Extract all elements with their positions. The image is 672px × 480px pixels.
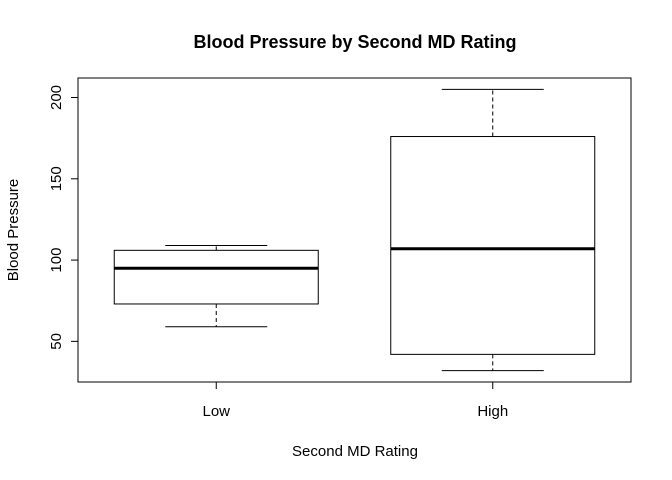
y-tick-label: 100 xyxy=(48,248,65,273)
y-tick-label: 200 xyxy=(48,85,65,110)
y-tick-label: 50 xyxy=(48,333,65,350)
box-low xyxy=(113,244,319,328)
x-axis-label: Second MD Rating xyxy=(292,443,418,460)
boxes xyxy=(113,88,596,372)
box-iqr xyxy=(390,136,596,355)
plot-frame xyxy=(77,77,632,383)
x-tick-label-low: Low xyxy=(202,403,230,420)
x-axis: Low High xyxy=(202,382,508,420)
box-iqr xyxy=(113,249,319,305)
x-tick-label-high: High xyxy=(477,403,508,420)
chart-title: Blood Pressure by Second MD Rating xyxy=(193,32,516,52)
y-axis-label: Blood Pressure xyxy=(5,179,22,282)
box-high xyxy=(390,88,596,372)
y-tick-label: 150 xyxy=(48,166,65,191)
y-axis: 50 100 150 200 xyxy=(48,85,78,350)
